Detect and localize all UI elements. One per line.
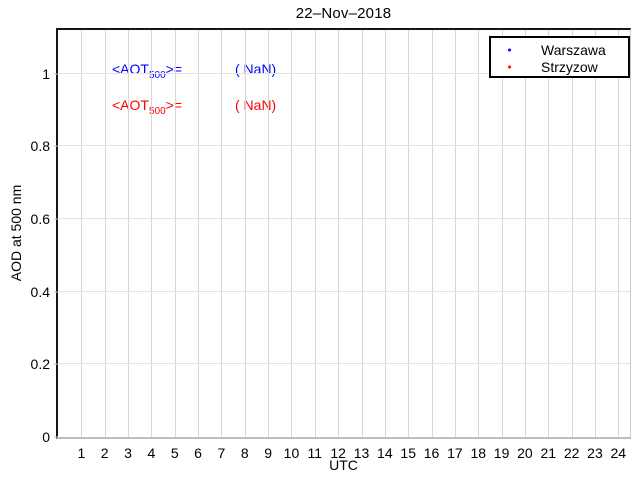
y-tick-mark	[54, 436, 58, 438]
legend: Warszawa Strzyzow	[489, 36, 630, 78]
x-tick-label: 23	[587, 445, 603, 461]
x-tick-label: 15	[400, 445, 416, 461]
y-tick-mark	[54, 363, 58, 365]
x-gridline	[291, 30, 293, 437]
x-tick-label: 4	[147, 445, 156, 461]
x-tick-label: 24	[610, 445, 627, 461]
x-gridline	[524, 30, 526, 437]
annotation-suffix: >=	[166, 97, 182, 113]
x-tick-label: 5	[170, 445, 179, 461]
x-tick-label: 9	[264, 445, 273, 461]
x-gridline	[314, 30, 316, 437]
y-tick-label: 1	[42, 65, 50, 82]
annotation-subscript: 500	[148, 69, 166, 81]
x-tick-label: 13	[353, 445, 370, 461]
x-gridline	[548, 30, 550, 437]
x-axis-label: UTC	[329, 457, 358, 473]
y-gridline	[58, 145, 630, 147]
y-axis-label: AOD at 500 nm	[8, 185, 24, 282]
chart-title: 22–Nov–2018	[295, 5, 392, 22]
annotation-prefix: <AOT	[112, 97, 149, 113]
annotation-subscript: 500	[148, 105, 166, 117]
y-tick-mark	[54, 218, 58, 220]
x-tick-label: 17	[447, 445, 463, 461]
annotation-warszawa-value: ( NaN)	[235, 61, 277, 77]
x-tick-label: 14	[377, 445, 393, 461]
x-gridline	[431, 30, 433, 437]
y-tick-mark	[54, 291, 58, 293]
y-tick-label: 0.4	[30, 283, 50, 300]
point-marker-icon	[508, 48, 511, 51]
x-tick-label: 12	[330, 445, 346, 461]
y-tick-label: 0.2	[30, 356, 50, 373]
y-gridline	[58, 363, 630, 365]
x-gridline	[221, 30, 223, 437]
x-gridline	[244, 30, 246, 437]
annotation-strzyzow-value: ( NaN)	[235, 97, 277, 113]
x-gridline	[478, 30, 480, 437]
x-gridline	[594, 30, 596, 437]
y-tick-label: 0	[42, 429, 50, 445]
y-gridline	[58, 72, 630, 74]
y-tick-mark	[54, 73, 58, 75]
x-gridline	[198, 30, 200, 437]
x-gridline	[408, 30, 410, 437]
x-tick-label: 19	[493, 445, 510, 461]
x-gridline	[128, 30, 130, 437]
x-gridline	[501, 30, 503, 437]
x-tick-label: 8	[240, 445, 249, 461]
x-tick-label: 16	[423, 445, 440, 461]
legend-item-label: Warszawa	[541, 41, 606, 58]
x-gridline	[104, 30, 106, 437]
x-gridline	[268, 30, 270, 437]
x-tick-label: 22	[563, 445, 580, 461]
x-gridline	[454, 30, 456, 437]
x-gridline	[81, 30, 83, 437]
annotation-prefix: <AOT	[112, 61, 149, 77]
x-gridline	[151, 30, 153, 437]
annotation-strzyzow-mean: <AOT500>= ( NaN)	[58, 97, 630, 116]
plot-area: <AOT500>= ( NaN) <AOT500>= ( NaN) 123456…	[31, 28, 631, 461]
legend-item-warszawa: Warszawa	[491, 41, 628, 58]
y-axis-label-text: AOD at 500 nm	[8, 184, 24, 282]
legend-item-strzyzow: Strzyzow	[491, 58, 628, 75]
x-tick-label: 1	[77, 445, 86, 461]
x-tick-label: 3	[124, 445, 132, 461]
x-gridline	[361, 30, 363, 437]
x-gridline	[384, 30, 386, 437]
point-marker-icon	[508, 65, 511, 68]
annotation-strzyzow-label: <AOT500>=	[112, 97, 182, 116]
y-gridline	[58, 217, 630, 219]
x-tick-label: 7	[217, 445, 226, 461]
y-tick-label: 0.6	[30, 210, 50, 227]
x-gridline	[571, 30, 573, 437]
x-tick-label: 10	[283, 445, 300, 461]
x-tick-label: 2	[100, 445, 109, 461]
legend-item-label: Strzyzow	[541, 58, 598, 75]
x-gridline	[338, 30, 340, 437]
x-tick-label: 20	[517, 445, 533, 461]
annotation-warszawa-label: <AOT500>=	[112, 61, 182, 80]
x-gridline	[174, 30, 176, 437]
y-tick-mark	[54, 145, 58, 147]
y-gridline	[58, 290, 630, 292]
x-tick-label: 18	[470, 445, 487, 461]
x-tick-label: 21	[540, 445, 557, 461]
x-tick-label: 11	[307, 445, 323, 461]
x-gridline	[618, 30, 620, 437]
x-tick-label: 6	[194, 445, 202, 461]
y-tick-label: 0.8	[30, 138, 50, 155]
